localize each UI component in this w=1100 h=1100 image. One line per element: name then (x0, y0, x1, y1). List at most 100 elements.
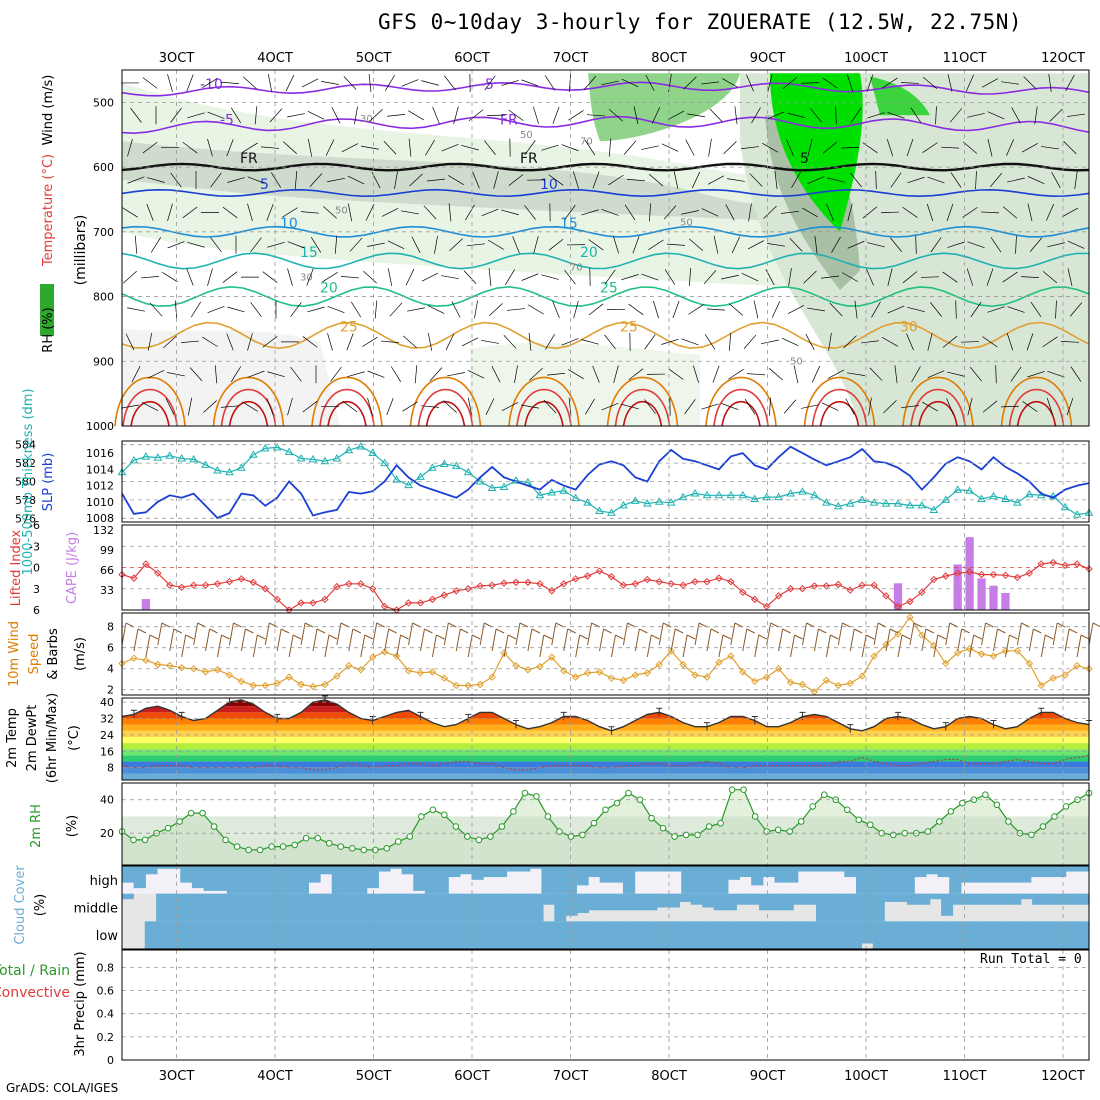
cloud-bar (1042, 866, 1055, 878)
wind-barb (827, 369, 845, 379)
cloud-bar (751, 866, 764, 886)
cloud-bar (995, 866, 1009, 883)
wind-barb (543, 399, 557, 414)
cloud-bar (681, 866, 694, 894)
cloud-bar (622, 893, 635, 911)
wind-barb (441, 143, 459, 152)
wind-barb (306, 268, 314, 286)
wind-speed-marker (977, 650, 986, 658)
wind-barb (868, 397, 872, 416)
wind-barb (323, 206, 337, 219)
cloud-bar (213, 893, 225, 922)
wind-barb-10m (742, 628, 748, 652)
wind-barb (163, 335, 177, 349)
rh-marker (176, 818, 183, 825)
wind-barb-10m (682, 634, 688, 658)
wind-barb (533, 235, 539, 254)
rh-marker (464, 833, 471, 840)
wind-barb (989, 172, 1003, 188)
wind-barb (123, 270, 137, 284)
wind-barb-10m (957, 628, 963, 652)
wind-barb (967, 112, 985, 118)
cloud-bar (941, 921, 954, 949)
wind-barb-10m (909, 622, 915, 646)
wind-barb (449, 238, 463, 252)
wind-barb-10m (718, 634, 724, 658)
isotherm-loop (705, 376, 777, 427)
wind-barb (432, 106, 440, 124)
cloud-bar (781, 921, 794, 949)
wind-barb (980, 211, 1000, 214)
rh-marker (510, 808, 517, 815)
wind-barb (588, 303, 604, 316)
wind-barb (1010, 366, 1022, 382)
cloud-bar (258, 893, 271, 922)
wind-barb (803, 270, 817, 284)
wind-speed-marker (882, 640, 890, 649)
cloud-bar (850, 893, 863, 922)
wind-barb (769, 397, 771, 416)
wind-barb (763, 205, 777, 219)
isotherm-loop (228, 400, 269, 427)
wind-speed-marker (715, 658, 723, 667)
isotherm-label: -5 (480, 77, 494, 93)
thickness-marker (965, 486, 974, 494)
wind-barb (1027, 371, 1045, 378)
wind-barb (950, 172, 962, 188)
lifted-index-marker (571, 575, 580, 583)
wind-barb (592, 171, 600, 189)
cloud-bar (1077, 893, 1090, 905)
minmax-marker (847, 724, 854, 733)
cape-tick-label: 66 (100, 564, 114, 577)
cloud-bar (273, 866, 286, 894)
cloud-bar (308, 866, 321, 883)
wind-barb-10m (372, 622, 378, 646)
rh-marker (774, 826, 782, 834)
rh-marker (648, 814, 655, 822)
cloud-bar (389, 866, 403, 869)
wind-barb (307, 306, 325, 313)
lifted-index-marker (404, 599, 413, 607)
slp-tick-label: 1010 (86, 496, 114, 509)
wind-barb (906, 139, 914, 157)
wind-barb (1074, 171, 1078, 189)
wind-barb-10m (209, 628, 218, 634)
cloud-row-label: high (90, 874, 118, 889)
panel-frame-precip (121, 949, 1090, 1061)
thickness-tick-label: 582 (15, 457, 36, 470)
slp-ylabel: SLP (mb) (41, 453, 56, 512)
cloud-bar (895, 893, 908, 902)
cloud-bar (349, 921, 362, 949)
wind-speed-marker (476, 680, 484, 689)
wind-barb-10m (292, 634, 302, 640)
lifted-index-marker (1037, 560, 1045, 568)
wind-barb (401, 210, 419, 215)
wind-barb (793, 365, 799, 384)
wind-barb (741, 273, 759, 282)
wind-barb (230, 366, 242, 383)
wind-barb-10m (770, 622, 779, 628)
wind-barb (967, 397, 973, 416)
wind-barb-10m (790, 634, 796, 658)
wind-barb (521, 273, 539, 281)
isotherm-loop (409, 376, 482, 427)
rh-marker (498, 823, 506, 830)
cloud-bar (724, 921, 737, 949)
cloud-bar (520, 921, 533, 949)
wind-speed-marker (906, 613, 914, 621)
wind-barb (649, 203, 651, 222)
cloud-bar (781, 893, 794, 911)
lifted-index-marker (166, 581, 174, 589)
wind-barb (247, 370, 265, 378)
wind-barb (666, 243, 686, 246)
wind-barb-10m (233, 622, 242, 628)
wind-barb (367, 370, 385, 378)
wind-barb (946, 203, 954, 222)
wind-barb (1069, 302, 1083, 317)
wind-barb-10m (813, 628, 819, 652)
cloud-bar (838, 893, 851, 922)
wind-barb (847, 240, 865, 249)
wind-speed-marker (380, 648, 389, 656)
wind-barb-10m (603, 628, 612, 634)
wind-speed-marker (1037, 681, 1045, 690)
